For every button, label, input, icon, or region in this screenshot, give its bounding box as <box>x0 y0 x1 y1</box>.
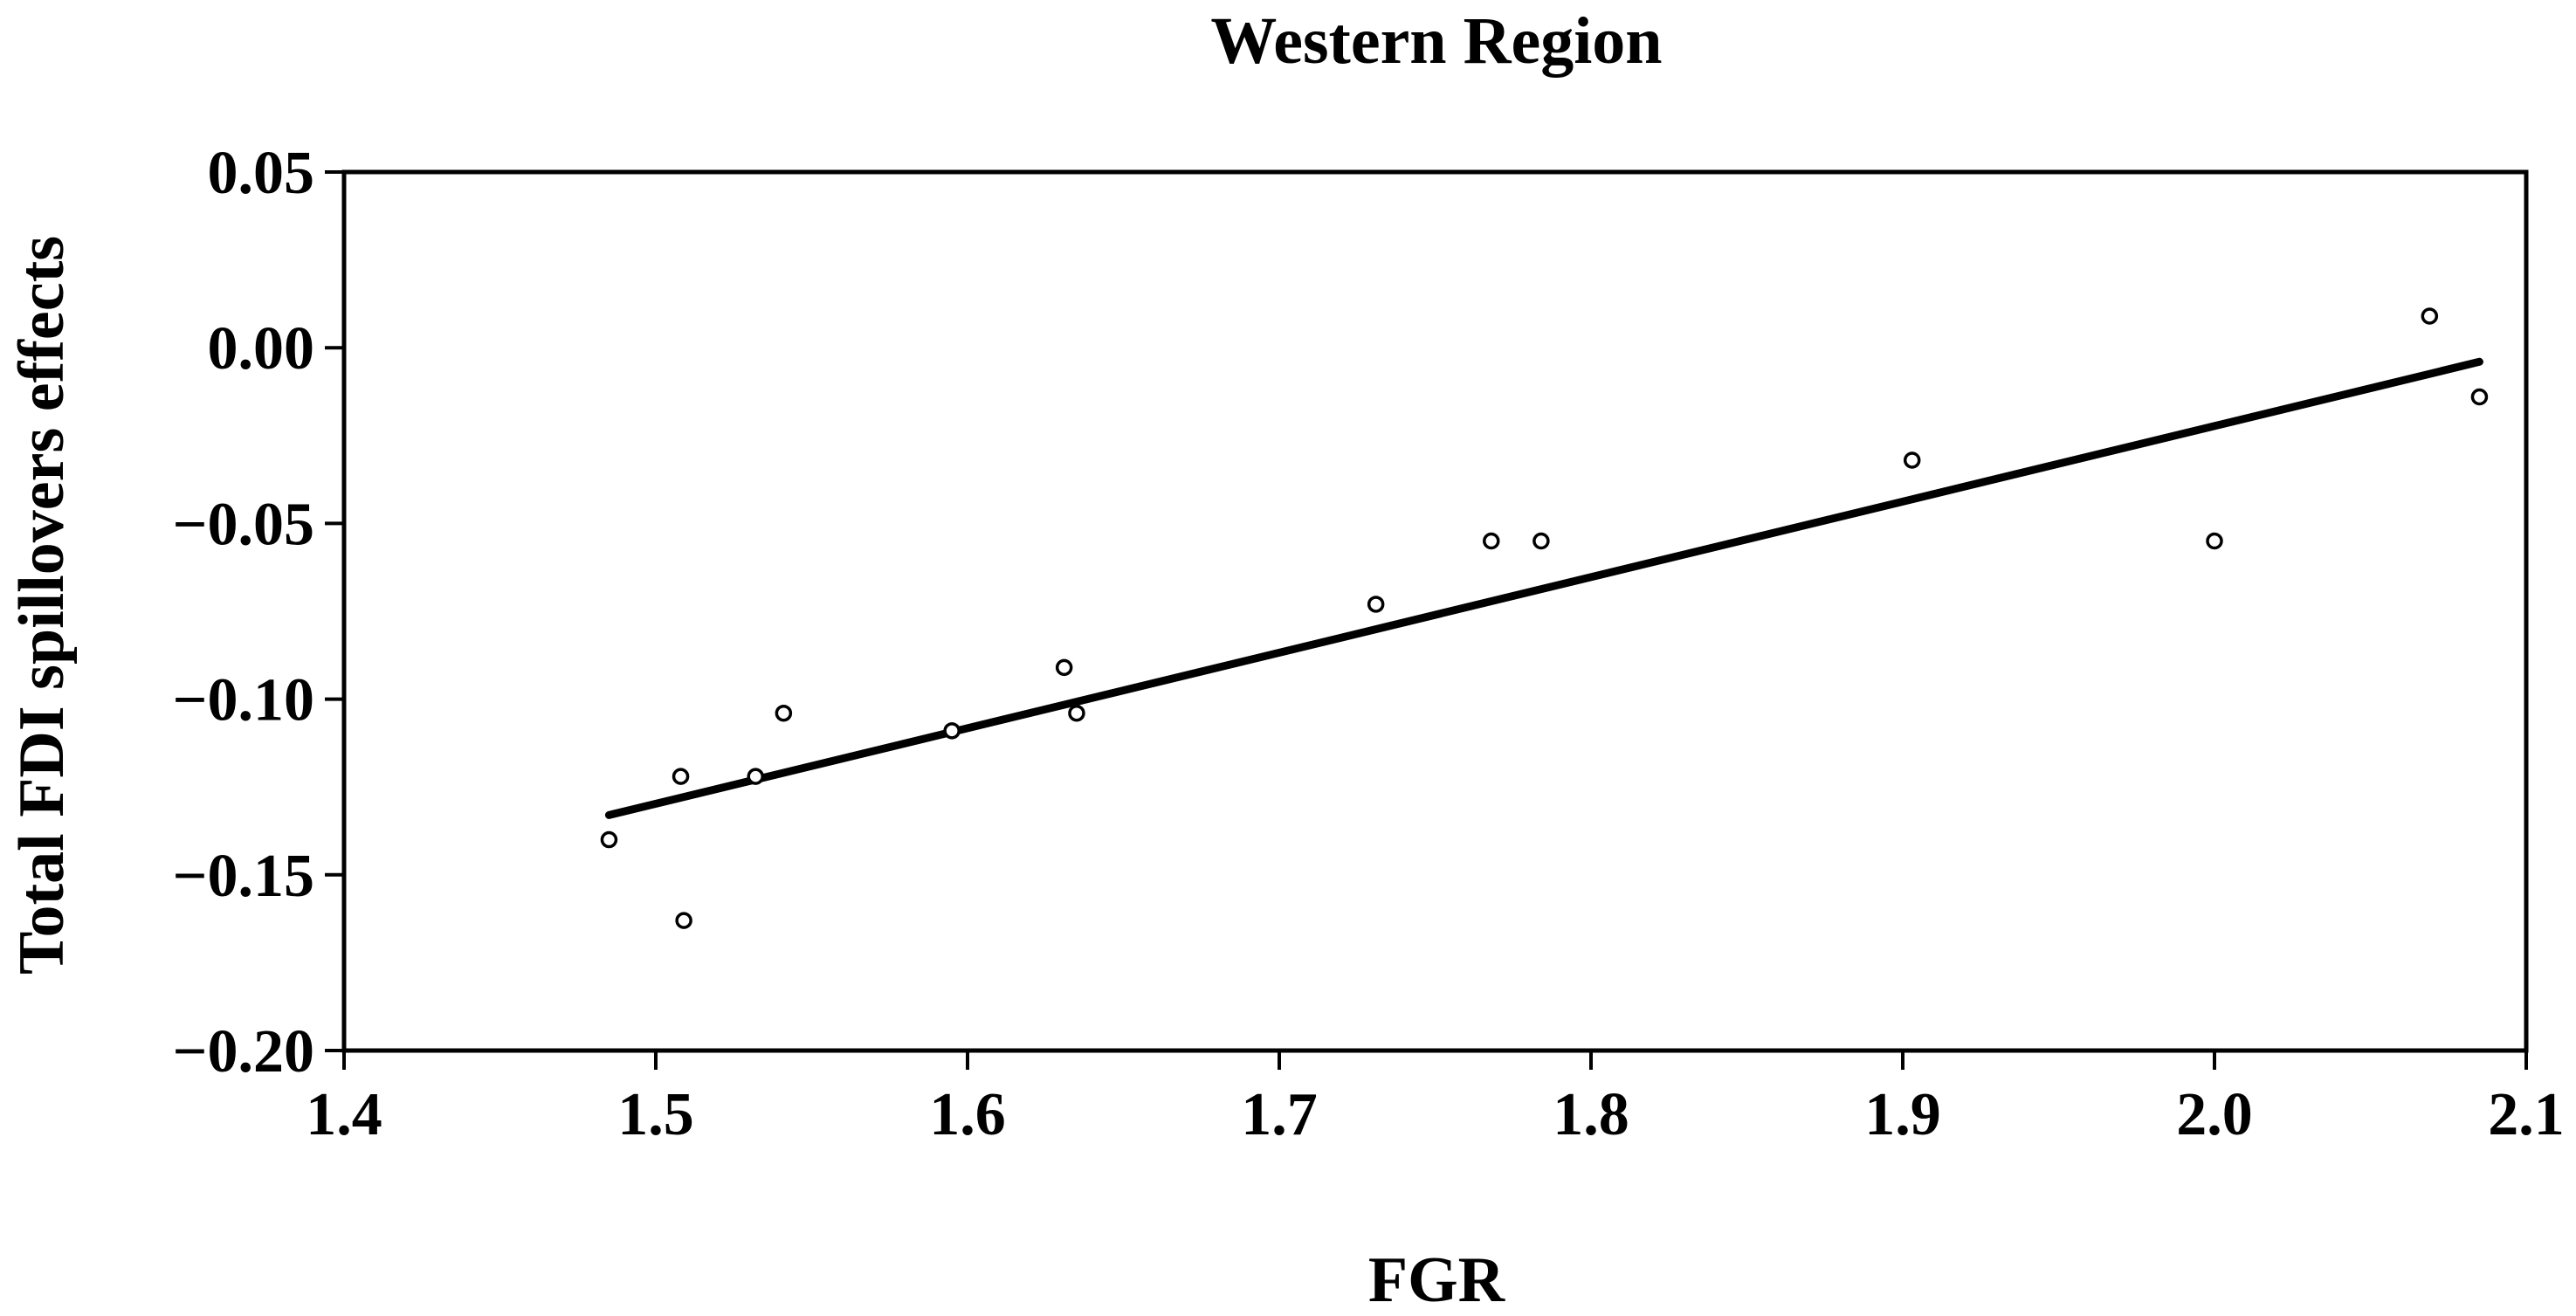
y-tick-label: −0.15 <box>173 843 314 910</box>
data-point <box>2470 388 2489 406</box>
data-point <box>1903 451 1921 469</box>
x-axis: 1.4 1.5 1.6 1.7 1.8 1.9 2.0 2.1 <box>306 1051 2565 1148</box>
y-tick-label: −0.20 <box>173 1018 314 1085</box>
x-tick-label: 1.8 <box>1553 1081 1629 1148</box>
data-point <box>675 912 692 929</box>
x-tick-label: 1.6 <box>929 1081 1006 1148</box>
x-tick-label: 1.5 <box>617 1081 694 1148</box>
y-tick-label: −0.05 <box>173 491 314 558</box>
y-axis-label: Total FDI spillovers effects <box>6 236 78 975</box>
plot-frame <box>341 169 2529 1053</box>
data-point <box>1055 658 1073 677</box>
y-tick-label: 0.00 <box>208 315 315 382</box>
x-tick-label: 1.4 <box>306 1081 382 1148</box>
y-axis: 0.05 0.00 −0.05 −0.10 −0.15 −0.20 <box>173 140 344 1085</box>
data-point <box>600 830 618 849</box>
x-tick-label: 2.1 <box>2488 1081 2565 1148</box>
regression-line <box>604 357 2483 819</box>
data-point <box>2421 307 2439 325</box>
data-point <box>943 722 961 740</box>
data-point <box>1533 532 1550 550</box>
data-point <box>1483 532 1500 550</box>
data-points-layer <box>600 307 2489 929</box>
data-point <box>2206 532 2223 550</box>
data-point <box>775 704 793 722</box>
x-axis-label: FGR <box>1368 1244 1506 1316</box>
chart-title: Western Region <box>1210 4 1662 78</box>
y-tick-label: 0.05 <box>208 140 315 207</box>
x-tick-label: 2.0 <box>2176 1081 2253 1148</box>
x-tick-label: 1.7 <box>1241 1081 1318 1148</box>
data-point <box>1367 596 1385 613</box>
fit-line-layer <box>604 357 2483 819</box>
x-tick-label: 1.9 <box>1864 1081 1941 1148</box>
data-point <box>747 768 764 785</box>
y-tick-label: −0.10 <box>173 667 314 734</box>
data-point <box>1068 704 1085 722</box>
data-point <box>672 768 690 785</box>
